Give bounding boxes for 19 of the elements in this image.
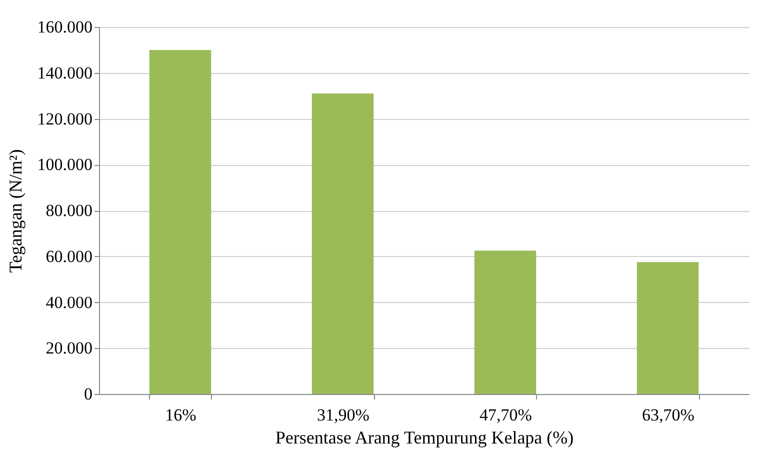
x-axis-title: Persentase Arang Tempurung Kelapa (%) (275, 428, 574, 448)
x-tick-label: 16% (165, 406, 196, 424)
y-tick-label: 60.000 (46, 246, 92, 266)
bar (149, 50, 212, 394)
bar (636, 262, 699, 394)
y-tick-label: 40.000 (46, 292, 92, 312)
x-tick-label: 31,90% (317, 406, 370, 424)
bar (312, 94, 374, 394)
y-tick-label: 0 (84, 384, 92, 404)
x-tick-label: 47,70% (480, 406, 532, 424)
y-tick-label: 80.000 (46, 201, 92, 220)
y-tick-label: 100.000 (37, 155, 92, 174)
y-axis-title: Tegangan (N/m²) (5, 149, 26, 273)
y-tick-label: 160.000 (37, 18, 92, 36)
bar (474, 250, 536, 394)
y-tick-label: 20.000 (46, 338, 92, 358)
x-tick-label: 63,70% (642, 406, 694, 424)
y-tick-label: 120.000 (37, 109, 92, 128)
y-tick-label: 140.000 (37, 63, 92, 82)
